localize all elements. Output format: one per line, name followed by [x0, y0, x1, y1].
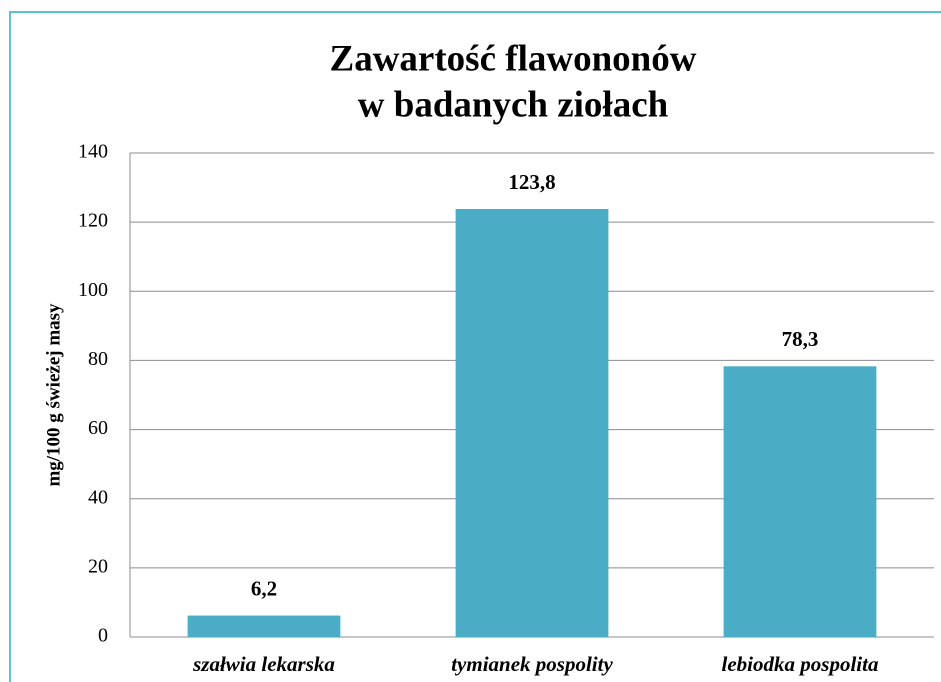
y-tick-label: 80 — [88, 348, 108, 370]
data-label: 123,8 — [508, 170, 555, 194]
bar — [187, 615, 341, 637]
y-tick-label: 60 — [88, 417, 108, 439]
y-tick-label: 120 — [78, 210, 108, 232]
bar — [455, 209, 609, 637]
y-tick-label: 100 — [78, 279, 108, 301]
x-tick-label: tymianek pospolity — [451, 652, 613, 676]
x-tick-label: lebiodka pospolita — [722, 652, 879, 676]
y-tick-label: 0 — [98, 625, 108, 647]
chart-title: w badanych ziołach — [358, 84, 669, 125]
y-axis-label: mg/100 g świeżej masy — [43, 303, 64, 487]
y-tick-label: 40 — [88, 486, 108, 508]
data-label: 78,3 — [782, 327, 819, 351]
y-tick-label: 20 — [88, 555, 108, 577]
frame — [9, 11, 941, 682]
data-label: 6,2 — [251, 576, 277, 600]
y-tick-label: 140 — [78, 141, 108, 163]
bar — [723, 366, 877, 637]
chart-title: Zawartość flawononów — [330, 38, 697, 79]
x-tick-label: szałwia lekarska — [192, 652, 335, 676]
